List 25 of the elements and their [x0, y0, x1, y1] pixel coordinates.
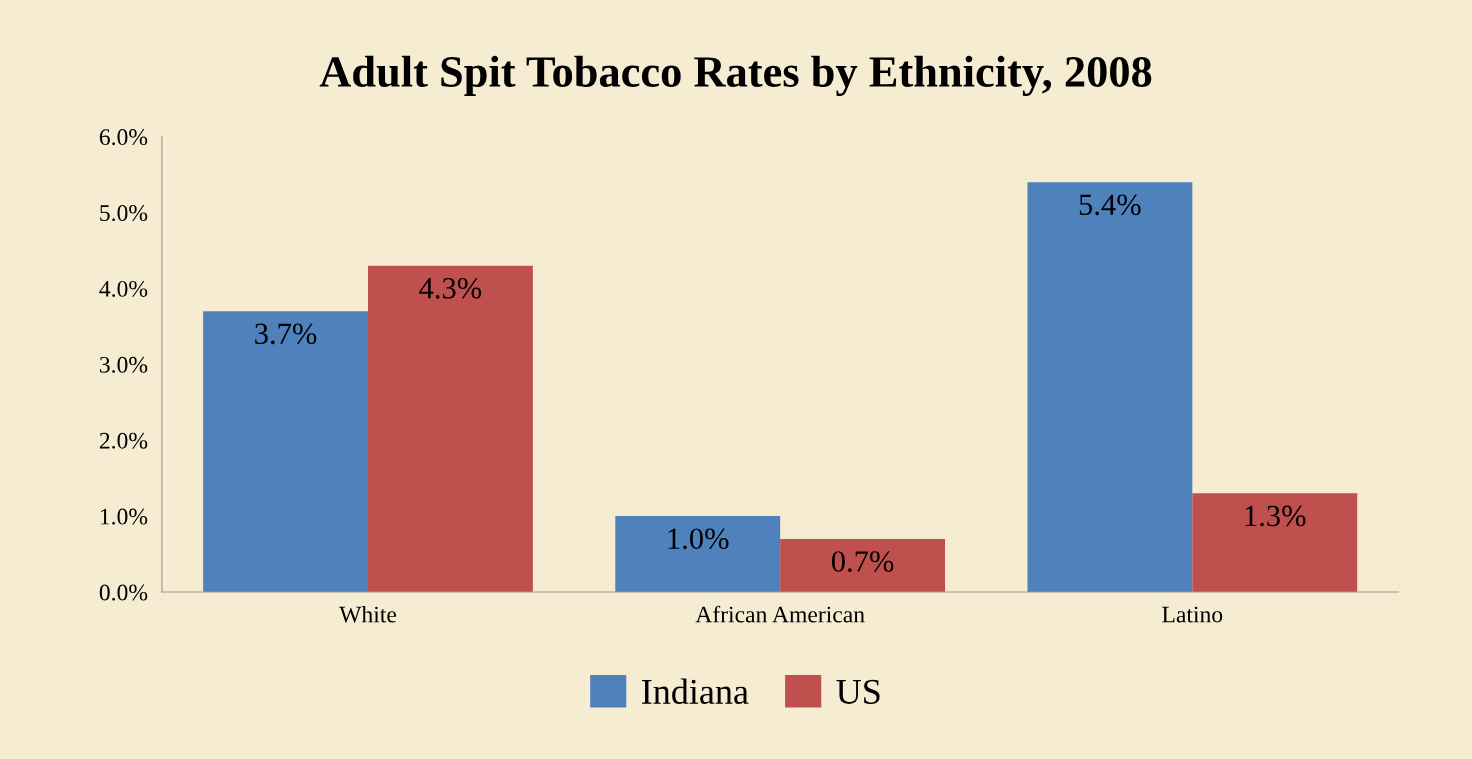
legend-label: US [836, 679, 880, 704]
bar [1027, 182, 1193, 593]
bar [780, 538, 946, 593]
legend-label: Indiana [642, 678, 749, 704]
data-label: 3.7% [255, 323, 317, 345]
data-label: 0.7% [831, 551, 894, 572]
data-label: 1.3% [1245, 505, 1306, 527]
data-label: 4.3% [419, 277, 482, 299]
bar [368, 265, 533, 593]
y-tick-label: 5.0% [100, 205, 148, 222]
y-tick-label: 6.0% [99, 129, 148, 146]
bar [615, 516, 781, 593]
x-tick-label: African American [695, 605, 865, 623]
x-tick-label: Latino [1162, 606, 1223, 623]
y-tick-label: 0.0% [99, 584, 148, 601]
bar [203, 311, 368, 593]
y-tick-label: 2.0% [99, 432, 148, 449]
y-tick-label: 1.0% [100, 508, 148, 525]
chart-title: Adult Spit Tobacco Rates by Ethnicity, 2008 [319, 55, 1152, 97]
bar [1192, 493, 1358, 593]
data-label: 5.4% [1079, 194, 1141, 216]
y-tick-label: 4.0% [99, 280, 148, 297]
y-tick-label: 3.0% [99, 356, 148, 373]
data-label: 1.0% [668, 528, 729, 550]
x-tick-label: White [339, 605, 397, 623]
